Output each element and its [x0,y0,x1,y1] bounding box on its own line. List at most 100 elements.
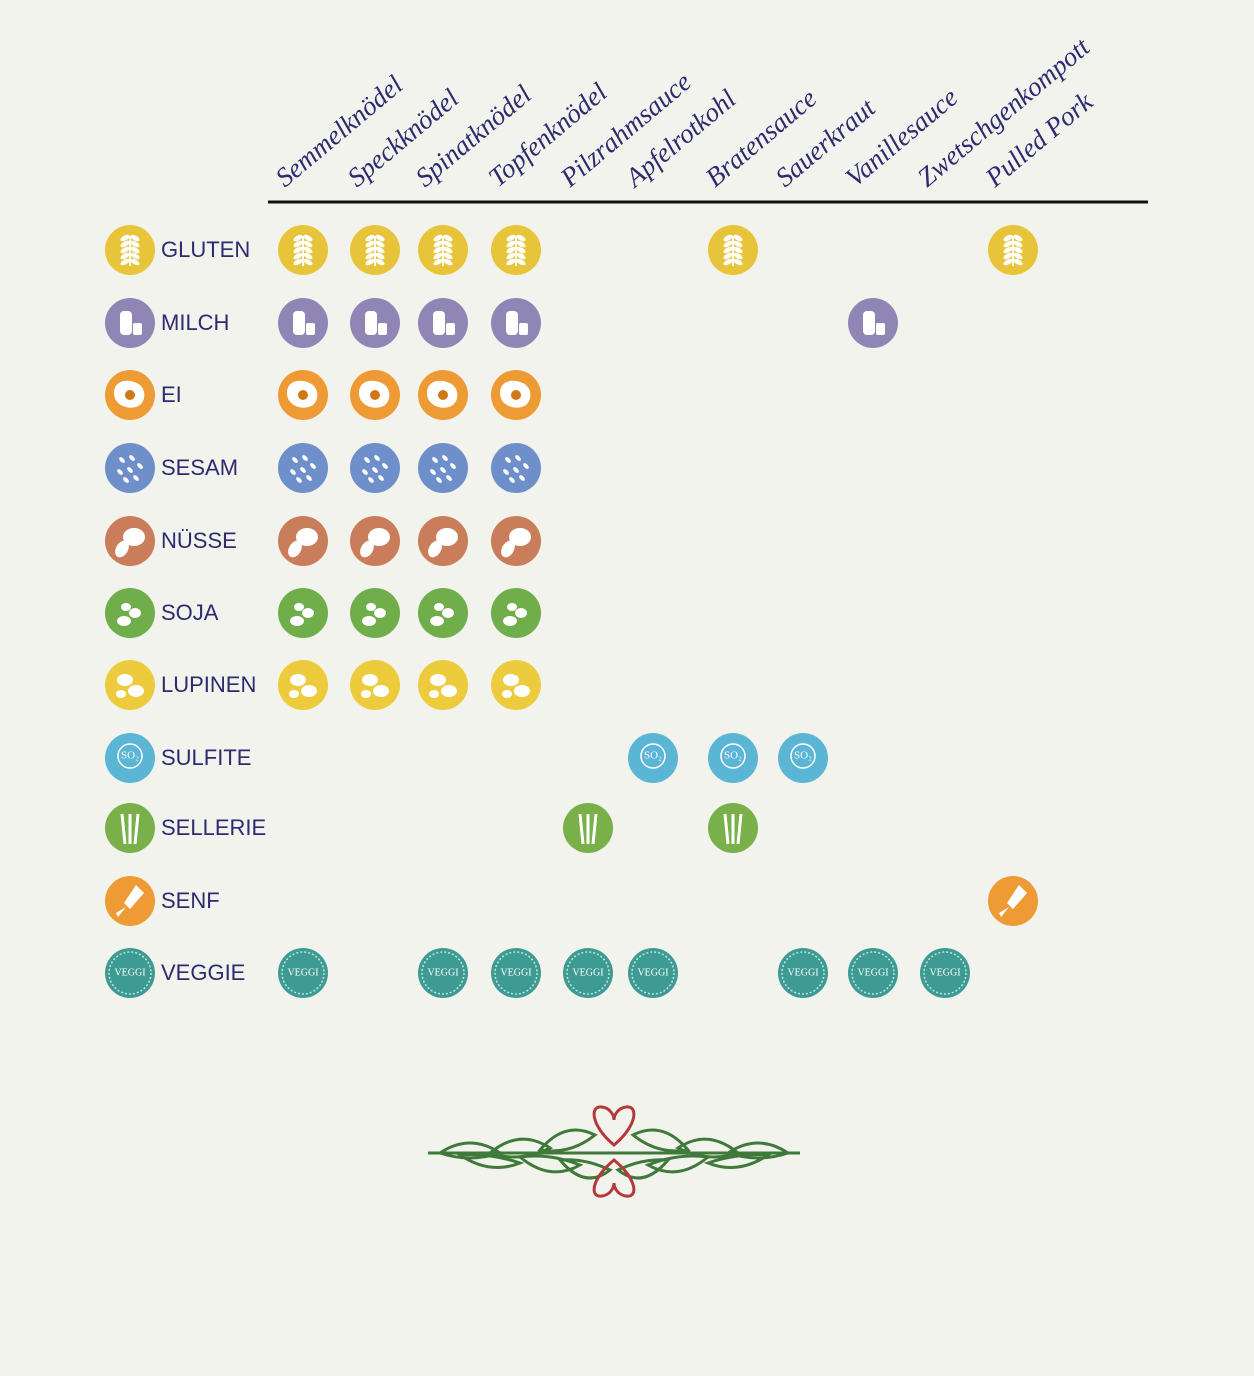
glyph [428,540,442,558]
glyph [1003,258,1013,266]
allergen-mark [418,225,468,275]
icon-circle [778,948,828,998]
allergen-mark [350,660,400,710]
glyph [506,258,516,266]
glyph [290,469,296,475]
glyph [382,463,388,469]
allergen-mark [848,298,898,348]
glyph [432,457,438,463]
icon-circle [491,948,541,998]
glyph [303,246,313,254]
allergen-mark: VEGGI [418,948,468,998]
glyph [378,475,384,481]
glyph [516,240,526,248]
glyph [375,240,385,248]
badge-text: VEGGI [114,967,145,978]
glyph [433,252,443,260]
glyph [370,390,380,400]
glyph [436,477,442,483]
glyph [433,240,443,248]
glyph [133,813,140,845]
badge-text: VEGGI [572,967,603,978]
glyph [434,603,444,611]
row-label: SESAM [161,455,238,480]
glyph [128,685,144,697]
allergen-mark [350,516,400,566]
glyph [723,252,733,260]
glyph [515,608,527,618]
glyph [375,258,385,266]
glyph [733,246,743,254]
row-icon [105,443,155,493]
glyph [303,258,313,266]
glyph [640,743,666,769]
glyph [368,477,374,483]
allergen-mark [491,660,541,710]
glyph [999,885,1027,917]
glyph [736,813,743,845]
glyph [293,234,303,242]
allergen-mark [278,443,328,493]
row-label: SULFITE [161,745,251,770]
row-label: SELLERIE [161,815,266,840]
glyph [362,469,368,475]
glyph [368,528,390,546]
allergen-mark [491,370,541,420]
icon-circle [920,948,970,998]
glyph [130,252,140,260]
glyph [430,674,446,686]
glyph [513,467,519,473]
glyph [1013,258,1023,266]
glyph [120,240,130,248]
glyph [781,951,825,995]
badge-text: VEGGI [500,967,531,978]
glyph [366,603,376,611]
glyph [436,528,458,546]
glyph [1003,252,1013,260]
allergen-mark [708,225,758,275]
glyph [375,252,385,260]
glyph [120,813,127,845]
glyph [117,616,131,626]
glyph [296,528,318,546]
glyph [365,240,375,248]
allergen-mark: VEGGI [920,948,970,998]
glyph [365,252,375,260]
allergen-mark [350,443,400,493]
glyph [446,475,452,481]
icon-circle [105,948,155,998]
glyph [505,457,511,463]
ornament [428,1105,800,1198]
allergen-mark: VEGGI [278,948,328,998]
glyph [281,951,325,995]
glyph [364,457,370,463]
row-icon [105,370,155,420]
glyph [523,463,529,469]
glyph [303,252,313,260]
glyph [303,240,313,248]
glyph [375,234,385,242]
badge-text: VEGGI [787,967,818,978]
glyph [365,246,375,254]
glyph [443,258,453,266]
glyph [302,608,314,618]
glyph [516,258,526,266]
icon-circle [848,948,898,998]
glyph [438,390,448,400]
glyph [360,540,374,558]
allergen-mark [278,516,328,566]
glyph [362,616,376,626]
badge-text: VEGGI [287,967,318,978]
glyph [851,951,895,995]
glyph [117,743,143,769]
glyph [301,685,317,697]
glyph [723,258,733,266]
icon-circle [628,948,678,998]
allergen-mark [988,225,1038,275]
glyph [133,323,142,335]
glyph [506,311,518,335]
glyph [306,323,315,335]
glyph [365,234,375,242]
glyph [509,477,515,483]
row-icon [105,298,155,348]
